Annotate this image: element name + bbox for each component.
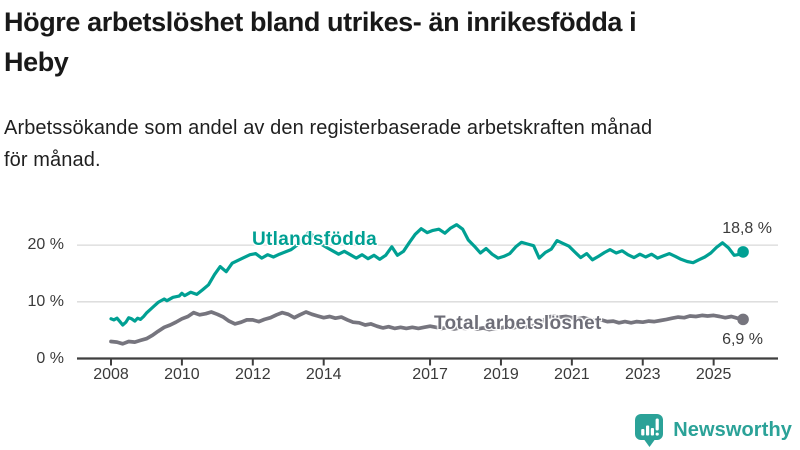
- chart-subtitle: Arbetssökande som andel av den registerb…: [4, 112, 652, 176]
- y-tick-label: 0 %: [36, 349, 64, 367]
- series-label-utlandsfodda: Utlandsfödda: [252, 229, 377, 250]
- newsworthy-logo: Newsworthy: [634, 411, 792, 449]
- series-line-1: [109, 310, 745, 346]
- x-tick-label: 2023: [624, 366, 661, 383]
- x-tick-label: 2012: [235, 366, 271, 383]
- newsworthy-bubble-chart-icon: [635, 414, 664, 447]
- end-value-label-utlandsfodda: 18,8 %: [722, 220, 772, 237]
- newsworthy-wordmark: Newsworthy: [673, 419, 792, 441]
- end-value-label-total: 6,9 %: [722, 331, 763, 348]
- series-line-0: [109, 223, 745, 327]
- page-title: Högre arbetslöshet bland utrikes- än inr…: [4, 2, 637, 82]
- subtitle-line1: Arbetssökande som andel av den registerb…: [4, 117, 653, 139]
- series-end-dot-0: [737, 246, 749, 258]
- x-tick-label: 2008: [93, 366, 129, 383]
- x-tick-label: 2014: [305, 366, 342, 383]
- x-tick-label: 2021: [554, 366, 590, 383]
- title-line2: Heby: [4, 47, 69, 77]
- series-label-total-arbetsloshet: Total arbetslöshet: [434, 313, 602, 334]
- x-tick-label: 2025: [695, 366, 732, 383]
- series-end-dot-1: [737, 313, 749, 326]
- x-tick-label: 2010: [164, 366, 200, 383]
- y-tick-label: 20 %: [27, 236, 64, 254]
- title-line1: Högre arbetslöshet bland utrikes- än inr…: [4, 7, 637, 37]
- y-tick-label: 10 %: [27, 292, 64, 310]
- subtitle-line2: för månad.: [4, 149, 101, 171]
- x-tick-label: 2017: [412, 366, 448, 383]
- x-tick-label: 2019: [483, 366, 519, 383]
